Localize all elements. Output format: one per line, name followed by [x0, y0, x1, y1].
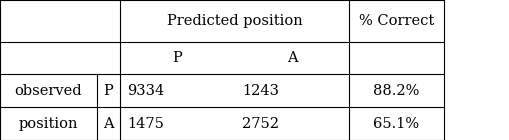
- Text: 1475: 1475: [127, 116, 164, 130]
- Text: 2752: 2752: [242, 116, 279, 130]
- Text: observed: observed: [15, 84, 82, 98]
- Text: Predicted position: Predicted position: [166, 14, 302, 28]
- Text: 9334: 9334: [127, 84, 164, 98]
- Text: A: A: [103, 116, 114, 130]
- Text: P: P: [172, 51, 182, 65]
- Text: A: A: [286, 51, 297, 65]
- Text: 1243: 1243: [242, 84, 279, 98]
- Text: 65.1%: 65.1%: [373, 116, 419, 130]
- Text: position: position: [19, 116, 78, 130]
- Text: P: P: [103, 84, 113, 98]
- Text: 88.2%: 88.2%: [373, 84, 419, 98]
- Text: % Correct: % Correct: [358, 14, 433, 28]
